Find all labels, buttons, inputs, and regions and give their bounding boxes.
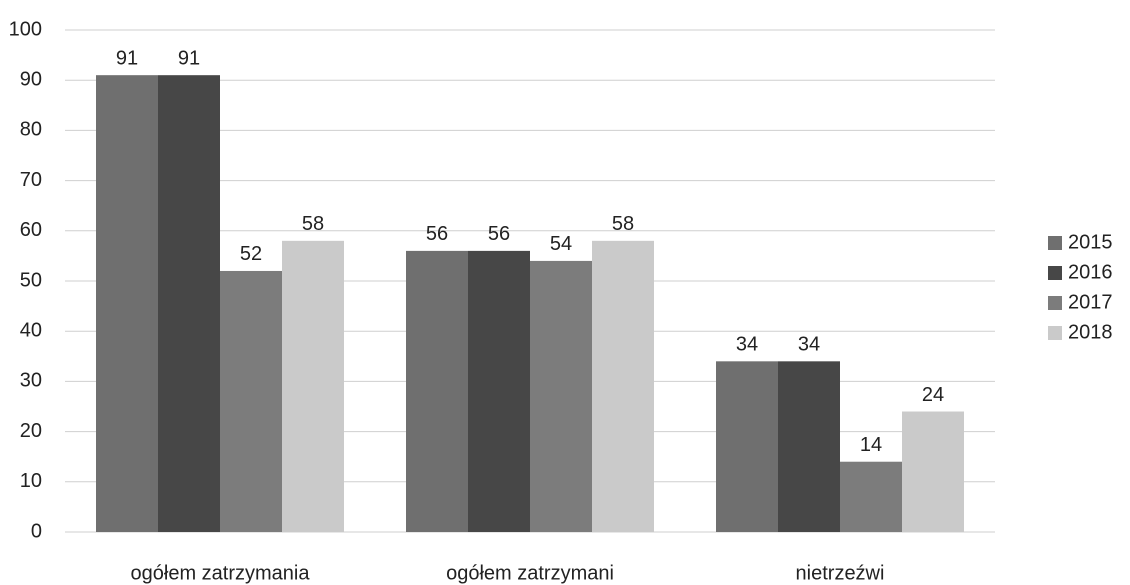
bar — [282, 240, 344, 532]
y-tick-label: 80 — [20, 119, 42, 141]
legend-swatch — [1048, 236, 1062, 250]
data-label: 58 — [612, 213, 634, 235]
legend-swatch — [1048, 326, 1062, 340]
bar — [902, 411, 964, 532]
bar — [530, 260, 592, 532]
data-label: 52 — [240, 243, 262, 265]
data-label: 56 — [488, 223, 510, 245]
bar — [840, 461, 902, 532]
y-tick-label: 90 — [20, 68, 42, 90]
bar — [468, 250, 530, 532]
data-label: 34 — [798, 334, 820, 356]
legend-swatch — [1048, 296, 1062, 310]
legend-swatch — [1048, 266, 1062, 280]
bar — [592, 240, 654, 532]
data-label: 91 — [116, 47, 138, 69]
data-label: 58 — [302, 213, 324, 235]
data-label: 24 — [922, 384, 944, 406]
x-tick-label: ogółem zatrzymania — [131, 562, 311, 584]
data-label: 34 — [736, 334, 758, 356]
x-tick-label: ogółem zatrzymani — [446, 562, 614, 584]
legend-label: 2018 — [1068, 321, 1113, 343]
bar — [716, 361, 778, 532]
y-tick-label: 40 — [20, 319, 42, 341]
bar — [778, 361, 840, 532]
legend-label: 2015 — [1068, 231, 1113, 253]
x-tick-label: nietrzeźwi — [796, 562, 885, 584]
y-tick-label: 60 — [20, 219, 42, 241]
bar — [220, 270, 282, 532]
legend-label: 2016 — [1068, 261, 1113, 283]
y-tick-label: 30 — [20, 370, 42, 392]
y-tick-label: 10 — [20, 470, 42, 492]
legend-label: 2017 — [1068, 291, 1113, 313]
bar — [96, 75, 158, 533]
y-tick-label: 50 — [20, 269, 42, 291]
bar — [158, 75, 220, 533]
data-label: 14 — [860, 434, 882, 456]
data-label: 54 — [550, 233, 572, 255]
y-tick-label: 70 — [20, 169, 42, 191]
y-tick-label: 20 — [20, 420, 42, 442]
bar — [406, 250, 468, 532]
y-tick-label: 100 — [9, 18, 42, 40]
y-tick-label: 0 — [31, 520, 42, 542]
data-label: 56 — [426, 223, 448, 245]
data-label: 91 — [178, 47, 200, 69]
